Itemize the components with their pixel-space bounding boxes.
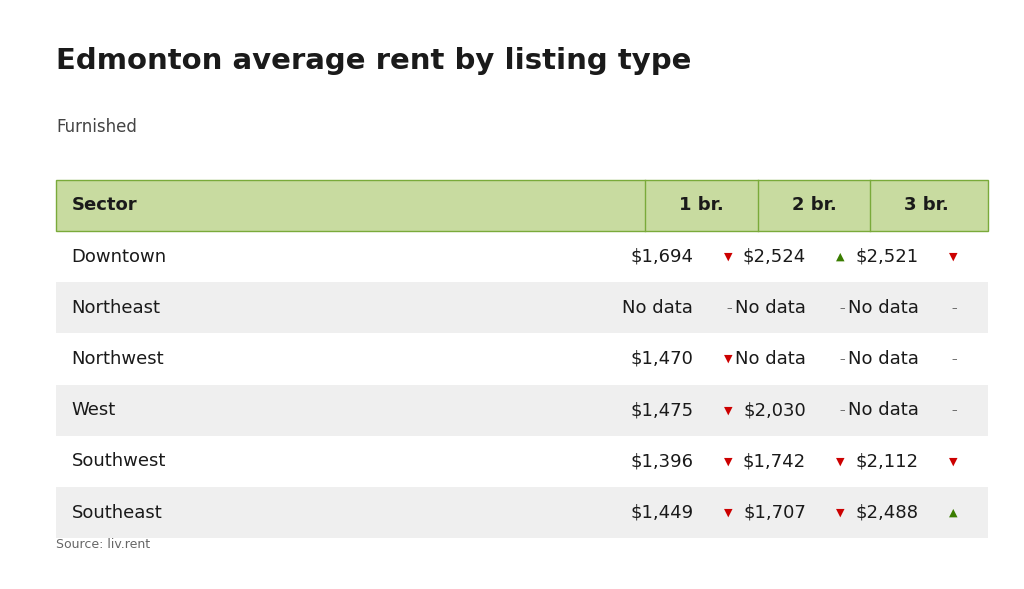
Text: Southwest: Southwest [72, 452, 166, 471]
Text: –: – [840, 303, 845, 313]
Text: Furnished: Furnished [56, 118, 137, 136]
Text: $2,112: $2,112 [855, 452, 919, 471]
Text: ▼: ▼ [837, 456, 845, 466]
Bar [56, 333, 988, 385]
Text: $2,521: $2,521 [855, 247, 919, 266]
Text: Downtown: Downtown [72, 247, 167, 266]
Bar [56, 487, 988, 538]
Text: –: – [840, 354, 845, 364]
Text: 3 br.: 3 br. [904, 196, 949, 214]
Text: ▼: ▼ [724, 252, 732, 262]
Text: ▼: ▼ [724, 456, 732, 466]
Text: Sector: Sector [72, 196, 137, 214]
Text: $1,707: $1,707 [743, 504, 806, 522]
Text: –: – [952, 405, 957, 415]
Text: 1 br.: 1 br. [679, 196, 724, 214]
Text: No data: No data [848, 401, 919, 419]
Text: $2,488: $2,488 [855, 504, 919, 522]
Text: $1,694: $1,694 [630, 247, 693, 266]
Bar [56, 231, 988, 282]
Text: No data: No data [848, 350, 919, 368]
Text: ▼: ▼ [837, 508, 845, 518]
Bar [56, 385, 988, 436]
Text: No data: No data [735, 299, 806, 317]
Text: –: – [840, 405, 845, 415]
Text: $1,470: $1,470 [631, 350, 693, 368]
Text: $1,396: $1,396 [630, 452, 693, 471]
Text: $1,475: $1,475 [630, 401, 693, 419]
Text: Northwest: Northwest [72, 350, 164, 368]
Bar [56, 436, 988, 487]
Text: ▼: ▼ [949, 456, 957, 466]
Text: Source: liv.rent: Source: liv.rent [56, 538, 151, 551]
Text: ▲: ▲ [837, 252, 845, 262]
Bar [56, 282, 988, 333]
Text: No data: No data [735, 350, 806, 368]
Text: No data: No data [623, 299, 693, 317]
Text: West: West [72, 401, 116, 419]
Text: –: – [952, 354, 957, 364]
Text: $1,449: $1,449 [630, 504, 693, 522]
Text: ▼: ▼ [724, 405, 732, 415]
Text: –: – [952, 303, 957, 313]
Text: ▼: ▼ [724, 354, 732, 364]
Text: $2,030: $2,030 [743, 401, 806, 419]
Bar [56, 180, 988, 231]
Text: $1,742: $1,742 [742, 452, 806, 471]
Text: Edmonton average rent by listing type: Edmonton average rent by listing type [56, 47, 691, 75]
Text: ▼: ▼ [949, 252, 957, 262]
Text: Northeast: Northeast [72, 299, 161, 317]
Text: $2,524: $2,524 [742, 247, 806, 266]
Text: 2 br.: 2 br. [792, 196, 837, 214]
Text: –: – [727, 303, 732, 313]
Text: ▼: ▼ [724, 508, 732, 518]
Text: ▲: ▲ [949, 508, 957, 518]
Text: No data: No data [848, 299, 919, 317]
Text: Southeast: Southeast [72, 504, 163, 522]
